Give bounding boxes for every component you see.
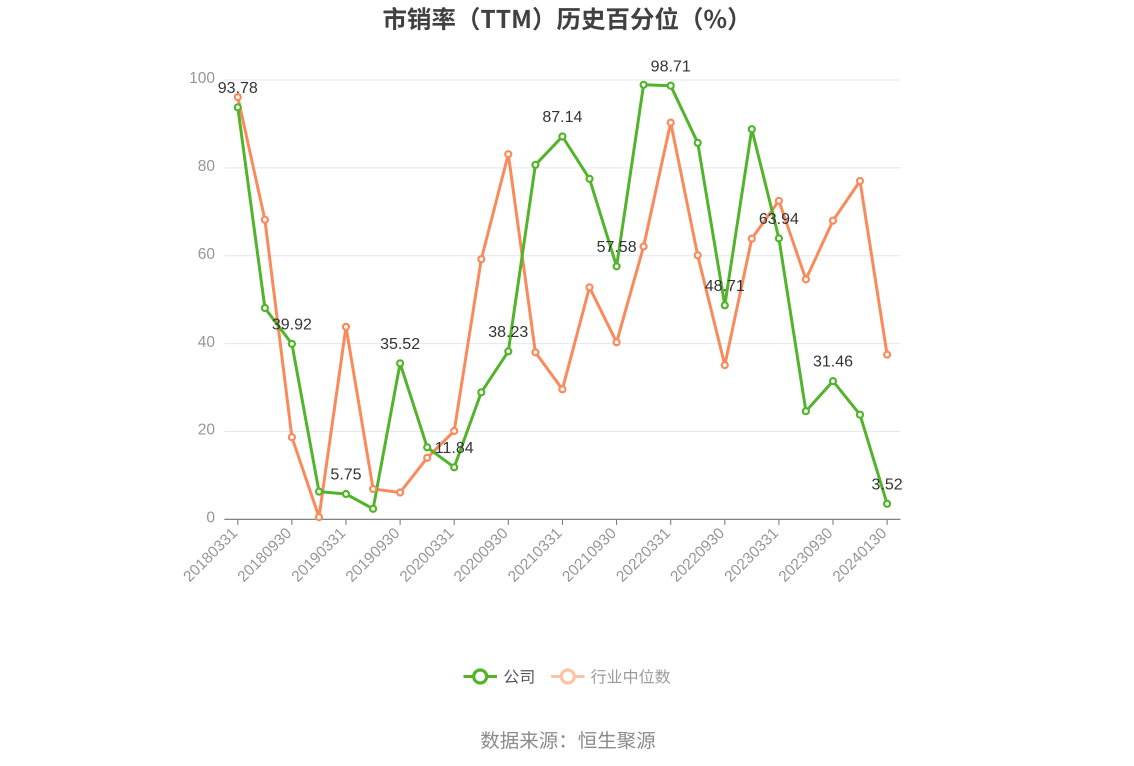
svg-text:60: 60 — [198, 246, 216, 263]
svg-text:20: 20 — [198, 422, 216, 439]
svg-text:63.94: 63.94 — [759, 211, 799, 228]
svg-text:57.58: 57.58 — [597, 239, 637, 256]
svg-text:48.71: 48.71 — [705, 278, 745, 295]
svg-text:100: 100 — [189, 70, 215, 87]
svg-text:35.52: 35.52 — [380, 336, 420, 353]
svg-text:98.71: 98.71 — [651, 58, 691, 75]
svg-text:39.92: 39.92 — [272, 317, 312, 334]
svg-text:31.46: 31.46 — [813, 354, 853, 371]
svg-text:93.78: 93.78 — [218, 80, 258, 97]
svg-text:5.75: 5.75 — [330, 467, 361, 484]
svg-text:0: 0 — [206, 510, 215, 527]
svg-text:40: 40 — [198, 334, 216, 351]
svg-text:11.84: 11.84 — [435, 440, 474, 457]
svg-text:38.23: 38.23 — [488, 324, 528, 341]
svg-text:80: 80 — [198, 158, 216, 175]
svg-text:3.52: 3.52 — [872, 476, 903, 493]
svg-text:87.14: 87.14 — [542, 109, 582, 126]
